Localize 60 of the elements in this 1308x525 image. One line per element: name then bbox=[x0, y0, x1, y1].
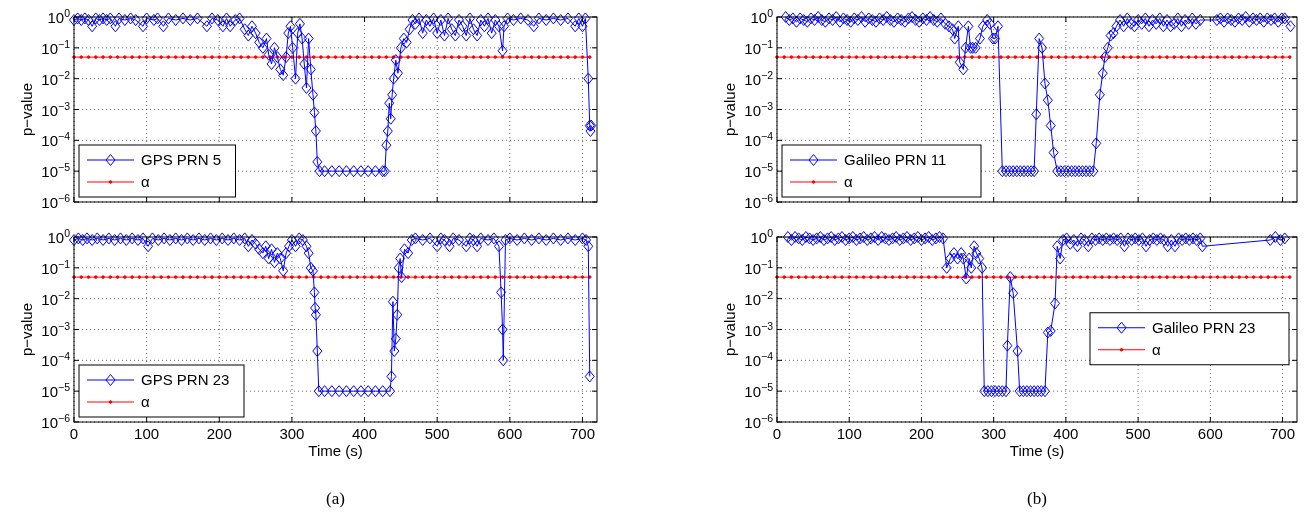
x-tick-label: 300 bbox=[279, 425, 305, 442]
x-tick-label: 300 bbox=[981, 425, 1007, 442]
text: (a) bbox=[326, 489, 345, 508]
x-tick-label: 200 bbox=[206, 425, 232, 442]
x-tick-label: 0 bbox=[69, 425, 79, 442]
y-tick-label: 10$^{−3}$ bbox=[744, 99, 774, 119]
legend-label: Galileo PRN 11 bbox=[844, 151, 947, 168]
text: (b) bbox=[1027, 489, 1047, 508]
x-tick-label: 400 bbox=[1053, 425, 1079, 442]
x-tick-label: 700 bbox=[1270, 425, 1296, 442]
y-axis-title: p−value bbox=[18, 83, 35, 136]
y-tick-label: 10$^{−5}$ bbox=[744, 161, 774, 181]
y-tick-label: 10$^{−1}$ bbox=[744, 37, 774, 57]
y-tick-label: 10$^{−1}$ bbox=[41, 37, 71, 57]
y-tick-label: 10$^{−1}$ bbox=[41, 257, 71, 277]
legend-label: α bbox=[141, 173, 150, 190]
y-axis-title: p−value bbox=[18, 303, 35, 356]
y-axis-title: p−value bbox=[721, 83, 738, 136]
legend-label: α bbox=[844, 173, 853, 190]
y-tick-label: 10$^{−1}$ bbox=[744, 257, 774, 277]
x-tick-label: 400 bbox=[352, 425, 378, 442]
y-tick-label: 10$^{−3}$ bbox=[41, 319, 71, 339]
legend-label: Galileo PRN 23 bbox=[1152, 318, 1256, 336]
x-tick-label: 0 bbox=[772, 425, 782, 442]
x-axis-title: Time (s) bbox=[1009, 442, 1065, 459]
x-tick-label: 600 bbox=[1197, 425, 1223, 442]
x-tick-label: 200 bbox=[908, 425, 934, 442]
y-tick-label: 10$^{−4}$ bbox=[744, 130, 774, 150]
legend-label: GPS PRN 23 bbox=[141, 371, 230, 388]
y-tick-label: 10$^{−3}$ bbox=[744, 319, 774, 339]
y-tick-label: 10$^{−5}$ bbox=[744, 381, 774, 401]
y-tick-label: 10$^{0}$ bbox=[750, 227, 774, 246]
y-tick-label: 10$^{0}$ bbox=[47, 227, 71, 246]
x-tick-label: 500 bbox=[1125, 425, 1151, 442]
y-tick-label: 10$^{−4}$ bbox=[744, 350, 774, 370]
y-tick-label: 10$^{−5}$ bbox=[41, 161, 71, 181]
y-tick-label: 10$^{−2}$ bbox=[41, 288, 71, 308]
legend-label: GPS PRN 5 bbox=[141, 151, 222, 168]
x-axis-title: Time (s) bbox=[308, 442, 363, 459]
x-tick-label: 600 bbox=[497, 425, 523, 442]
x-tick-label: 500 bbox=[424, 425, 450, 442]
y-tick-label: 10$^{−4}$ bbox=[41, 130, 71, 150]
y-tick-label: 10$^{−2}$ bbox=[744, 288, 774, 308]
y-tick-label: 10$^{−6}$ bbox=[41, 192, 71, 211]
y-tick-label: 10$^{−6}$ bbox=[41, 412, 71, 431]
x-tick-label: 100 bbox=[836, 425, 862, 442]
y-tick-label: 10$^{−5}$ bbox=[41, 381, 71, 401]
y-tick-label: 10$^{−3}$ bbox=[41, 99, 71, 119]
x-tick-label: 700 bbox=[569, 425, 595, 442]
x-tick-label: 100 bbox=[134, 425, 160, 442]
legend-label: α bbox=[141, 393, 150, 410]
y-axis-title: p−value bbox=[721, 303, 738, 356]
y-tick-label: 10$^{−4}$ bbox=[41, 350, 71, 370]
legend-label: α bbox=[1152, 340, 1161, 358]
y-tick-label: 10$^{−6}$ bbox=[744, 412, 774, 431]
y-tick-label: 10$^{−6}$ bbox=[744, 192, 774, 211]
y-tick-label: 10$^{0}$ bbox=[47, 7, 71, 26]
y-tick-label: 10$^{−2}$ bbox=[41, 68, 71, 88]
y-tick-label: 10$^{0}$ bbox=[750, 7, 774, 26]
y-tick-label: 10$^{−2}$ bbox=[744, 68, 774, 88]
